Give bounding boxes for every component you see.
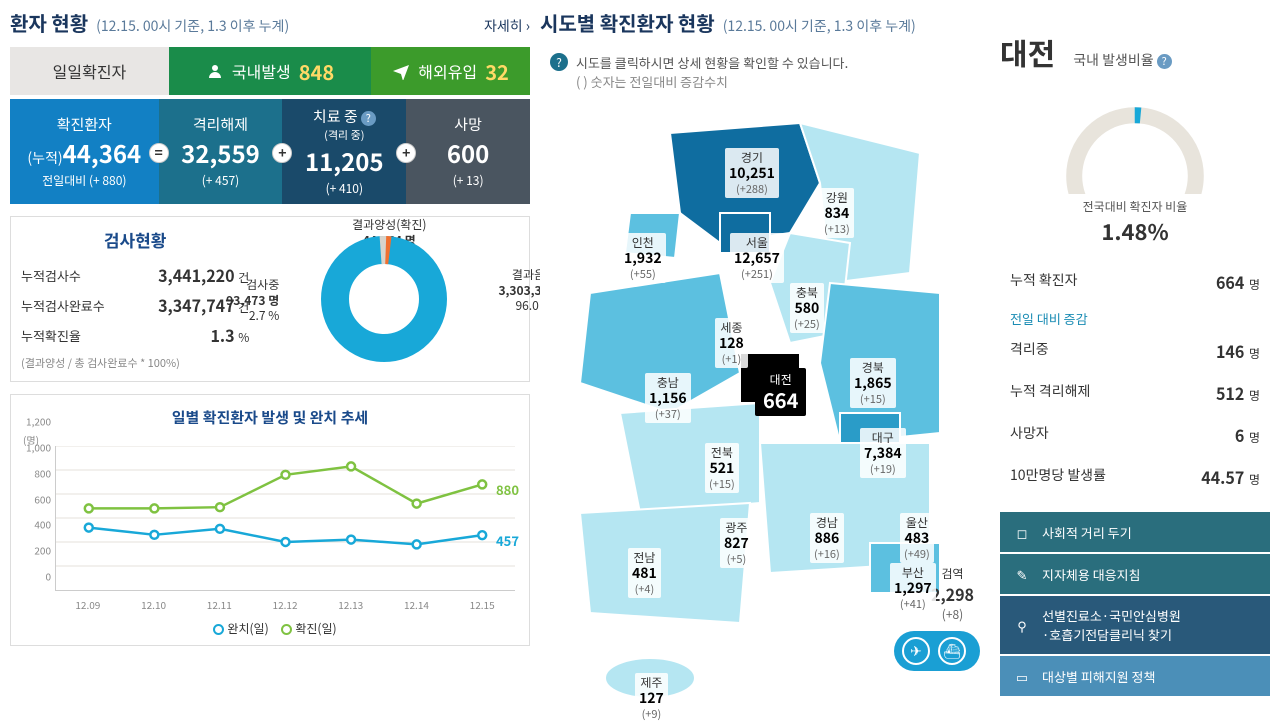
region-gwangju[interactable]: 광주827(+5)	[720, 518, 753, 568]
quarantine-pill[interactable]: ✈ ⛴	[894, 631, 980, 671]
plane-icon: ✈	[902, 637, 930, 665]
region-busan[interactable]: 부산1,297(+41)	[890, 563, 936, 613]
panel-patient-status: 환자 현황 (12.15. 00시 기준, 1.3 이후 누계) 자세히 일일확…	[10, 0, 530, 703]
card-deaths: + 사망 600 (+ 13)	[406, 99, 530, 204]
daily-label: 일일확진자	[10, 47, 169, 95]
help-icon[interactable]: ?	[1157, 54, 1172, 69]
region-name: 대전	[1000, 30, 1055, 74]
stat-row: 확진환자 (누적)44,364 전일대비 (+ 880) = 격리해제 32,5…	[10, 99, 530, 204]
region-chungnam[interactable]: 충남1,156(+37)	[645, 373, 691, 423]
region-gyeongbuk[interactable]: 경북1,865(+15)	[850, 358, 896, 408]
quarantine-label[interactable]: 검역 2,298 (+8)	[931, 565, 974, 623]
daily-row: 일일확진자 국내발생 848 해외유입 32	[10, 47, 530, 95]
donut-chart: 검사중 93,473 명 2.7 % 결과양성(확진) 44,364 명 1.3…	[249, 227, 519, 371]
plane-icon	[392, 62, 410, 80]
test-panel: 검사현황 누적검사수3,441,220 건 누적검사완료수3,347,747 건…	[10, 216, 530, 382]
region-seoul[interactable]: 서울12,657(+251)	[730, 233, 784, 283]
link-icon: ▭	[1012, 666, 1032, 686]
region-daegu[interactable]: 대구7,384(+19)	[860, 428, 906, 478]
link-button[interactable]: ⚲선별진료소·국민안심병원 ·호흡기전담클리닉 찾기	[1000, 596, 1270, 654]
link-button[interactable]: ✎지자체용 대응지침	[1000, 554, 1270, 594]
trend-chart: 일별 확진환자 발생 및 완치 추세 (명) 02004006008001,00…	[10, 394, 530, 646]
more-link[interactable]: 자세히	[484, 16, 530, 36]
help-icon[interactable]: ?	[550, 53, 568, 71]
region-daejeon[interactable]: 대전664	[755, 368, 806, 416]
plus-badge: +	[396, 143, 416, 163]
link-icon: ◻	[1012, 522, 1032, 542]
subtitle-patient: (12.15. 00시 기준, 1.3 이후 누계)	[96, 16, 289, 36]
daily-abroad: 해외유입 32	[371, 47, 530, 95]
region-gyeonggi[interactable]: 경기10,251(+288)	[725, 148, 779, 198]
test-title: 검사현황	[21, 227, 249, 260]
ratio-donut	[1055, 94, 1215, 194]
region-gyeongnam[interactable]: 경남886(+16)	[810, 513, 844, 563]
person-icon	[206, 62, 224, 80]
region-stats: 누적 확진자664 명전일 대비 증감격리중146 명누적 격리해제512 명사…	[1000, 261, 1270, 498]
region-jeonbuk[interactable]: 전북521(+15)	[705, 443, 739, 493]
region-chungbuk[interactable]: 충북580(+25)	[790, 283, 824, 333]
plus-badge: +	[272, 143, 292, 163]
link-buttons: ◻사회적 거리 두기✎지자체용 대응지침⚲선별진료소·국민안심병원 ·호흡기전담…	[1000, 512, 1270, 696]
title-map: 시도별 확진환자 현황	[540, 8, 715, 37]
trend-legend: 완치(일) 확진(일)	[19, 616, 521, 637]
link-icon: ⚲	[1012, 615, 1032, 635]
link-icon: ✎	[1012, 564, 1032, 584]
daily-domestic: 국내발생 848	[169, 47, 371, 95]
region-gangwon[interactable]: 강원834(+13)	[820, 188, 854, 238]
panel-map: 시도별 확진환자 현황 (12.15. 00시 기준, 1.3 이후 누계) ?…	[540, 0, 990, 703]
link-button[interactable]: ◻사회적 거리 두기	[1000, 512, 1270, 552]
region-sejong[interactable]: 세종128(+1)	[715, 318, 748, 368]
card-confirmed: 확진환자 (누적)44,364 전일대비 (+ 880)	[10, 99, 159, 204]
ship-icon: ⛴	[938, 637, 966, 665]
link-button[interactable]: ▭대상별 피해지원 정책	[1000, 656, 1270, 696]
panel-region-detail: 대전 국내 발생비율? 전국대비 확진자 비율 1.48% 누적 확진자664 …	[1000, 0, 1270, 703]
region-incheon[interactable]: 인천1,932(+55)	[620, 233, 666, 283]
help-icon[interactable]: ?	[361, 111, 376, 126]
card-isolated: + 치료 중? (격리 중) 11,205 (+ 410)	[282, 99, 406, 204]
title-patient: 환자 현황	[10, 8, 88, 37]
region-ulsan[interactable]: 울산483(+49)	[900, 513, 934, 563]
card-released: = 격리해제 32,559 (+ 457)	[159, 99, 283, 204]
region-jeonnam[interactable]: 전남481(+4)	[628, 548, 661, 598]
equals-badge: =	[149, 143, 169, 163]
region-jeju[interactable]: 제주127(+9)	[635, 673, 668, 723]
